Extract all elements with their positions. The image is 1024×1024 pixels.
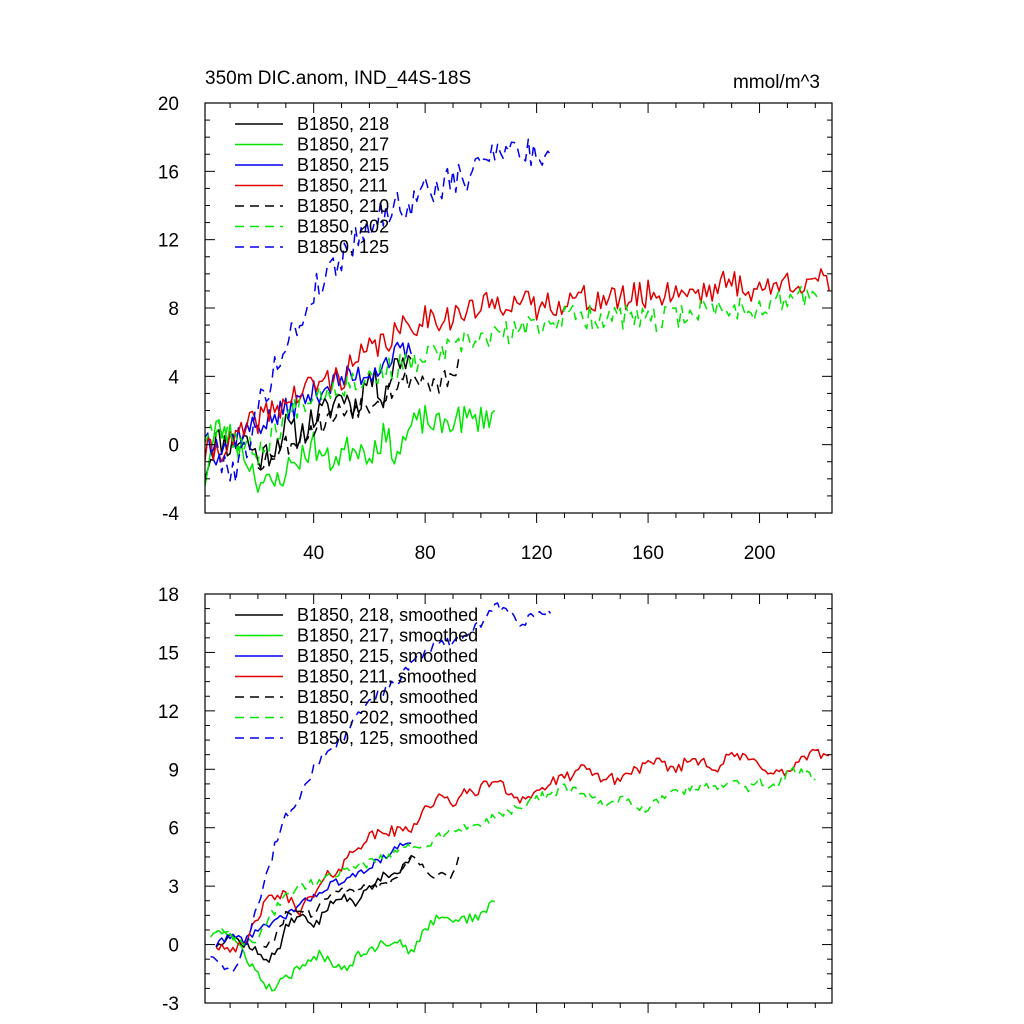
x-tick-label: 160 — [632, 543, 664, 564]
legend-label: B1850, 217, smoothed — [297, 626, 478, 646]
y-tick-label: 9 — [168, 760, 179, 781]
series-line — [215, 748, 830, 953]
series-line — [210, 602, 552, 973]
legend-label: B1850, 125, smoothed — [297, 728, 478, 748]
series-line — [215, 900, 496, 992]
legend-label: B1850, 217 — [297, 135, 389, 155]
y-tick-label: 8 — [168, 299, 179, 320]
x-tick-label: 80 — [415, 543, 436, 564]
y-tick-label: 3 — [168, 877, 179, 898]
x-tick-label: 200 — [744, 543, 776, 564]
legend-label: B1850, 202, smoothed — [297, 708, 478, 728]
y-tick-label: 6 — [168, 819, 179, 840]
series-line — [257, 359, 460, 471]
y-tick-label: -4 — [162, 504, 179, 525]
y-tick-label: 12 — [158, 702, 179, 723]
series-line — [263, 854, 460, 948]
series-line — [205, 404, 496, 493]
y-tick-label: 0 — [168, 436, 179, 457]
series-line — [205, 354, 412, 479]
series-line — [210, 138, 552, 483]
legend-label: B1850, 218 — [297, 114, 389, 134]
x-tick-label: 120 — [521, 543, 553, 564]
series-line — [215, 856, 412, 963]
y-tick-label: -3 — [162, 994, 179, 1015]
series-group — [210, 602, 830, 992]
legend-label: B1850, 202 — [297, 217, 389, 237]
series-line — [205, 341, 412, 466]
y-tick-label: 15 — [158, 643, 179, 664]
series-group — [205, 138, 830, 493]
legend-label: B1850, 211, smoothed — [297, 667, 477, 687]
series-line — [205, 285, 822, 466]
y-tick-label: 16 — [158, 162, 179, 183]
y-tick-label: 20 — [158, 94, 179, 115]
y-tick-label: 0 — [168, 936, 179, 957]
top-panel: 350m DIC.anom, IND_44S-18S mmol/m^3 -4 0 4… — [158, 68, 833, 564]
x-tick-label: 40 — [303, 543, 324, 564]
top-title: 350m DIC.anom, IND_44S-18S — [205, 68, 471, 89]
legend-label: B1850, 210, smoothed — [297, 687, 478, 707]
y-tick-label: 18 — [158, 585, 179, 606]
legend-label: B1850, 125 — [297, 237, 389, 257]
series-line — [205, 268, 830, 463]
series-line — [210, 766, 816, 946]
legend-label: B1850, 210 — [297, 196, 389, 216]
y-tick-label: 12 — [158, 231, 179, 252]
y-tick-label: 4 — [168, 367, 179, 388]
legend-label: B1850, 218, smoothed — [297, 605, 478, 625]
legend-label: B1850, 215, smoothed — [297, 646, 478, 666]
legend-label: B1850, 215 — [297, 155, 389, 175]
legend-label: B1850, 211 — [297, 176, 388, 196]
top-units: mmol/m^3 — [733, 72, 820, 93]
